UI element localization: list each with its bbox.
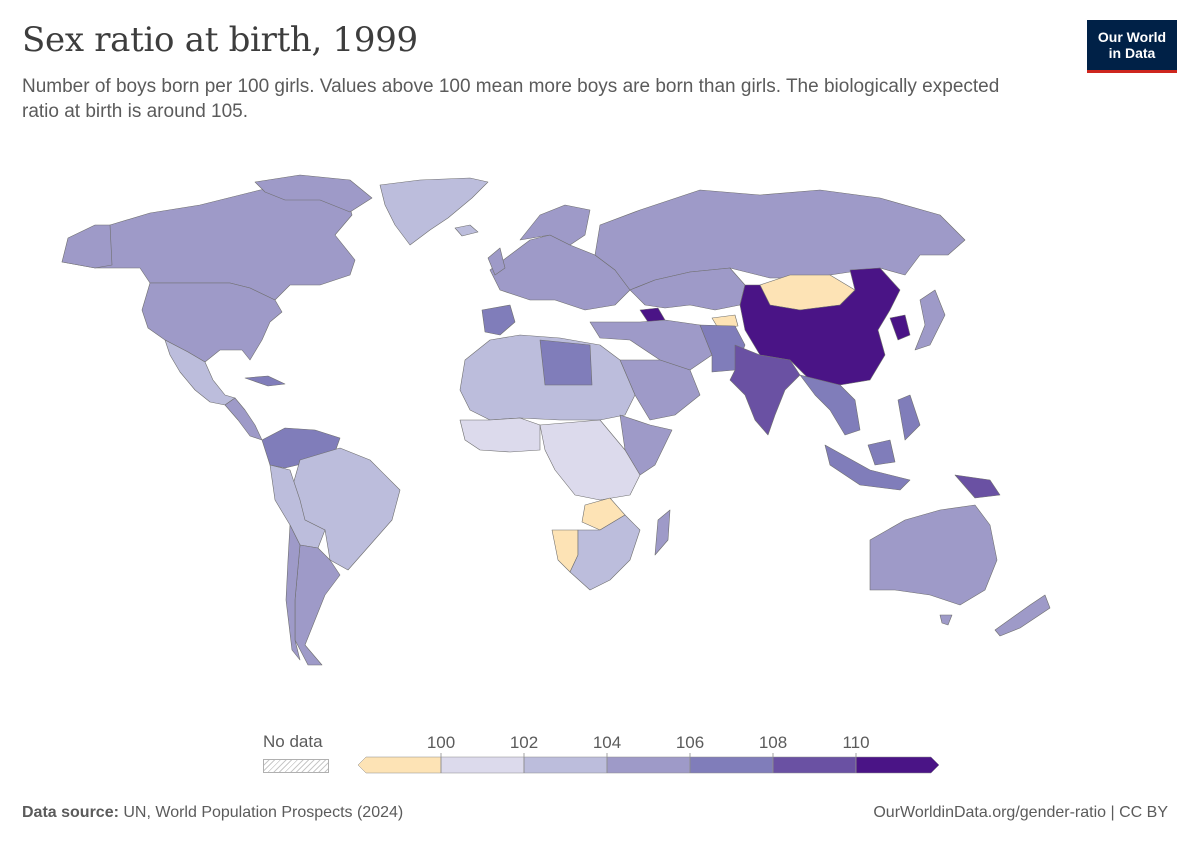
legend-tick-label: 108 — [759, 733, 787, 752]
legend-tick-label: 106 — [676, 733, 704, 752]
region-central-america[interactable] — [224, 397, 263, 441]
region-japan[interactable] — [914, 289, 946, 351]
region-tasmania[interactable] — [939, 614, 953, 626]
color-legend: 100 102 104 106 108 110 — [357, 733, 940, 774]
region-india[interactable] — [729, 344, 801, 436]
legend-bin-1[interactable] — [440, 756, 525, 774]
region-scandinavia[interactable] — [519, 204, 591, 246]
url-license[interactable]: OurWorldinData.org/gender-ratio | CC BY — [873, 804, 1168, 821]
legend-bin-6[interactable] — [855, 756, 940, 774]
legend-bin-3[interactable] — [606, 756, 691, 774]
data-source-label: Data source: — [22, 804, 119, 821]
legend-no-data-label: No data — [263, 732, 323, 751]
region-iberia[interactable] — [481, 304, 516, 336]
region-chile[interactable] — [285, 524, 301, 661]
region-tajikistan[interactable] — [711, 314, 739, 329]
region-southern-africa[interactable] — [569, 514, 641, 591]
legend-tick-label: 104 — [593, 733, 621, 752]
region-madagascar[interactable] — [654, 509, 671, 556]
region-australia[interactable] — [869, 504, 998, 606]
legend-tick-label: 102 — [510, 733, 538, 752]
region-alaska[interactable] — [61, 224, 113, 269]
owid-logo[interactable]: Our World in Data — [1087, 20, 1177, 73]
region-cuba[interactable] — [244, 375, 286, 387]
region-canada-arctic[interactable] — [254, 174, 373, 213]
legend-bin-4[interactable] — [689, 756, 774, 774]
legend-tick-label: 100 — [427, 733, 455, 752]
region-turkey-iran[interactable] — [589, 319, 713, 371]
legend-bin-2[interactable] — [523, 756, 608, 774]
region-se-asia[interactable] — [799, 374, 861, 436]
region-new-zealand[interactable] — [994, 594, 1051, 637]
logo-line-2: in Data — [1108, 45, 1156, 61]
region-philippines[interactable] — [897, 394, 921, 441]
region-west-africa[interactable] — [459, 417, 541, 453]
data-source-text: UN, World Population Prospects (2024) — [123, 804, 404, 821]
region-libya[interactable] — [539, 339, 593, 386]
logo-line-1: Our World — [1097, 29, 1167, 45]
region-iceland[interactable] — [454, 224, 479, 237]
region-russia[interactable] — [594, 189, 966, 291]
region-indonesia[interactable] — [824, 444, 911, 491]
region-greenland[interactable] — [379, 177, 489, 246]
data-source: Data source: UN, World Population Prospe… — [22, 804, 403, 822]
region-peru-bolivia[interactable] — [269, 464, 326, 549]
region-argentina[interactable] — [294, 544, 341, 666]
region-uk[interactable] — [487, 247, 506, 276]
chart-subtitle: Number of boys born per 100 girls. Value… — [22, 76, 1000, 122]
region-central-africa[interactable] — [539, 419, 641, 501]
region-korea[interactable] — [889, 314, 911, 341]
legend-no-data-swatch — [263, 759, 329, 773]
region-borneo[interactable] — [867, 439, 896, 466]
chart-title: Sex ratio at birth, 1999 — [22, 20, 418, 60]
region-arabia[interactable] — [619, 359, 701, 421]
region-usa[interactable] — [141, 282, 283, 363]
region-png[interactable] — [954, 474, 1001, 499]
legend-bin-5[interactable] — [772, 756, 857, 774]
world-map[interactable] — [0, 165, 1200, 685]
legend-bin-0[interactable] — [357, 756, 442, 774]
region-caucasus[interactable] — [639, 307, 666, 323]
legend-tick-label: 110 — [842, 733, 869, 752]
